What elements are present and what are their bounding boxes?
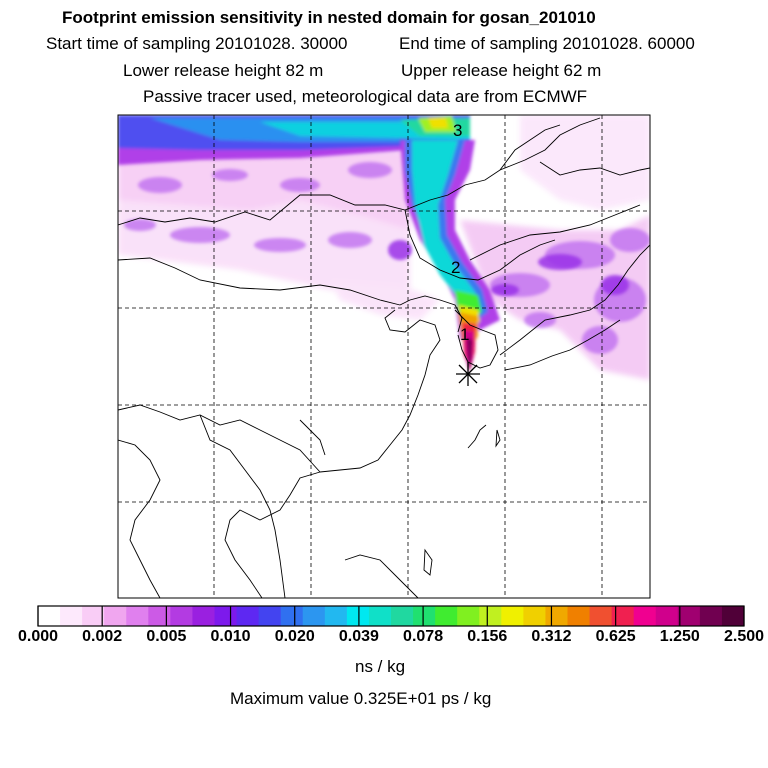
start-sampling-text: Start time of sampling 20101028. 30000	[46, 34, 348, 53]
colorbar-cell	[391, 606, 414, 626]
colorbar-unit: ns / kg	[355, 657, 406, 676]
colorbar-cell	[699, 606, 723, 626]
colorbar-tick-label: 0.039	[338, 628, 379, 645]
end-sampling-text: End time of sampling 20101028. 60000	[399, 34, 695, 53]
trajectory-label-1: 1	[460, 325, 469, 344]
colorbar-cell	[214, 606, 238, 626]
colorbar-cell	[368, 606, 392, 626]
colorbar-cell	[346, 606, 370, 626]
coastlines	[118, 117, 650, 598]
colorbar-cell	[721, 606, 745, 626]
colorbar-cell	[170, 606, 193, 626]
colorbar-tick-label: 0.312	[531, 628, 572, 645]
colorbar-tick-label: 0.625	[595, 628, 636, 645]
colorbar-cell	[567, 606, 591, 626]
colorbar-cell	[38, 606, 61, 626]
colorbar-cell	[633, 606, 657, 626]
colorbar-cell	[302, 606, 326, 626]
colorbar-cell	[192, 606, 215, 626]
lat-lon-grid	[118, 115, 650, 598]
colorbar-cell	[677, 606, 701, 626]
colorbar-cell	[501, 606, 524, 626]
colorbar-cell	[258, 606, 282, 626]
colorbar-cell	[413, 606, 436, 626]
colorbar-tick-label: 0.156	[467, 628, 508, 645]
colorbar-cell	[280, 606, 304, 626]
colorbar-cell	[60, 606, 83, 626]
colorbar-cell	[589, 606, 613, 626]
map-frame	[117, 114, 651, 599]
colorbar-cell	[236, 606, 260, 626]
colorbar-tick-label: 0.020	[274, 628, 315, 645]
colorbar-cell	[148, 606, 171, 626]
release-site-star	[456, 362, 480, 386]
lower-release-text: Lower release height 82 m	[123, 61, 324, 80]
colorbar-cell	[479, 606, 502, 626]
colorbar-cell	[611, 606, 635, 626]
colorbar-tick-label: 0.010	[210, 628, 251, 645]
colorbar-cell	[104, 606, 127, 626]
colorbar-tick-label: 1.250	[659, 628, 700, 645]
colorbar-tick-label: 2.500	[723, 628, 765, 645]
maximum-value-text: Maximum value 0.325E+01 ps / kg	[230, 689, 492, 708]
colorbar-cell	[655, 606, 679, 626]
colorbar-cell	[126, 606, 149, 626]
trajectory-label-3: 3	[453, 121, 462, 140]
trajectory-label-2: 2	[451, 258, 460, 277]
colorbar-cell	[523, 606, 546, 626]
colorbar-cell	[82, 606, 105, 626]
tracer-info-text: Passive tracer used, meteorological data…	[143, 87, 588, 106]
colorbar-cell	[457, 606, 480, 626]
upper-release-text: Upper release height 62 m	[401, 61, 602, 80]
colorbar-cell	[324, 606, 348, 626]
colorbar-tick-label: 0.005	[146, 628, 187, 645]
colorbar-tick-label: 0.002	[82, 628, 123, 645]
colorbar-tick-label: 0.000	[17, 628, 59, 645]
colorbar-tick-label: 0.078	[403, 628, 444, 645]
colorbar-cell	[435, 606, 458, 626]
colorbar-cell	[545, 606, 568, 626]
plot-title: Footprint emission sensitivity in nested…	[62, 8, 596, 27]
